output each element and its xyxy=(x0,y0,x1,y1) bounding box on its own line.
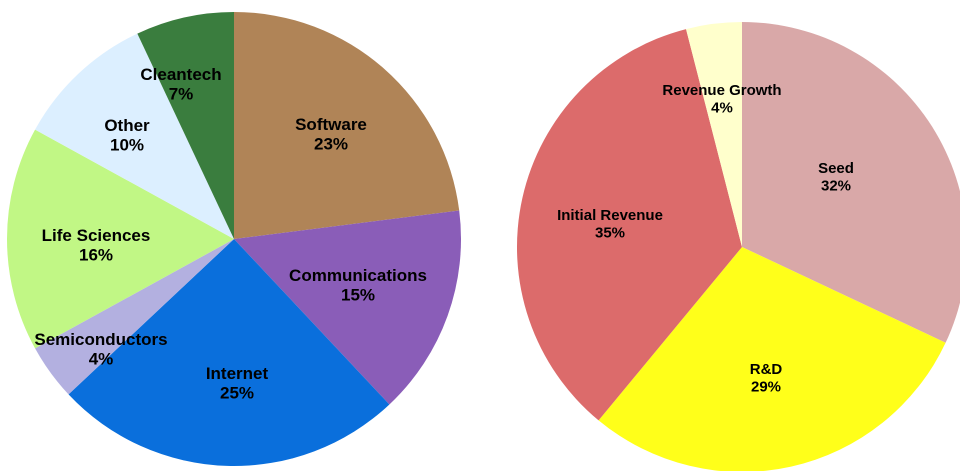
slice-label-software: Software 23% xyxy=(295,115,367,154)
slice-label-initial-revenue: Initial Revenue 35% xyxy=(557,207,663,241)
slice-label-cleantech: Cleantech 7% xyxy=(140,65,221,104)
slice-label-communications: Communications 15% xyxy=(289,266,427,305)
pie-slice-cleantech xyxy=(137,12,234,239)
pie-slice-software xyxy=(234,12,460,239)
slice-percent: 4% xyxy=(711,99,733,116)
pie-slice-semiconductors xyxy=(35,239,234,395)
pie-chart-stage: Seed 32% R&D 29% Initial Revenue 35% Revenue G… xyxy=(516,22,960,473)
slice-percent: 35% xyxy=(595,224,625,241)
slice-label-randd: R&D 29% xyxy=(750,361,783,395)
slice-name: Seed xyxy=(818,160,854,177)
pie-slice-life-sciences xyxy=(7,129,235,349)
slice-label-internet: Internet 25% xyxy=(206,364,269,403)
slice-percent: 32% xyxy=(821,177,851,194)
slice-percent: 15% xyxy=(341,286,375,305)
slice-label-life-sciences: Life Sciences 16% xyxy=(42,226,151,265)
pie-slice-communications xyxy=(234,210,462,405)
pie-chart-industry: Software 23% Communications 15% Internet 25% S… xyxy=(7,12,462,467)
pie-slice-other xyxy=(35,33,234,239)
pie-slice-randd xyxy=(598,247,946,473)
slice-percent: 4% xyxy=(89,350,114,369)
slice-name: Initial Revenue xyxy=(557,207,663,224)
slice-name: Software xyxy=(295,115,367,134)
slice-label-revenue-growth: Revenue Growth 4% xyxy=(662,82,781,116)
slice-name: Communications xyxy=(289,266,427,285)
slice-percent: 10% xyxy=(110,136,144,155)
slice-name: Semiconductors xyxy=(34,330,167,349)
slice-percent: 23% xyxy=(314,135,348,154)
slice-label-semiconductors: Semiconductors 4% xyxy=(34,330,167,369)
slice-name: Internet xyxy=(206,364,269,383)
slice-name: Other xyxy=(104,116,150,135)
slice-name: Life Sciences xyxy=(42,226,151,245)
slice-name: R&D xyxy=(750,361,783,378)
pie-slice-seed xyxy=(742,22,960,343)
slice-percent: 25% xyxy=(220,384,254,403)
slice-percent: 29% xyxy=(751,378,781,395)
slice-percent: 7% xyxy=(169,85,194,104)
pie-slice-revenue-growth xyxy=(686,22,742,247)
pie-slice-internet xyxy=(68,239,390,467)
slice-label-other: Other 10% xyxy=(104,116,150,155)
slice-label-seed: Seed 32% xyxy=(818,160,854,194)
slice-percent: 16% xyxy=(79,246,113,265)
slice-name: Cleantech xyxy=(140,65,221,84)
pie-slice-initial-revenue xyxy=(516,29,742,421)
slice-name: Revenue Growth xyxy=(662,82,781,99)
